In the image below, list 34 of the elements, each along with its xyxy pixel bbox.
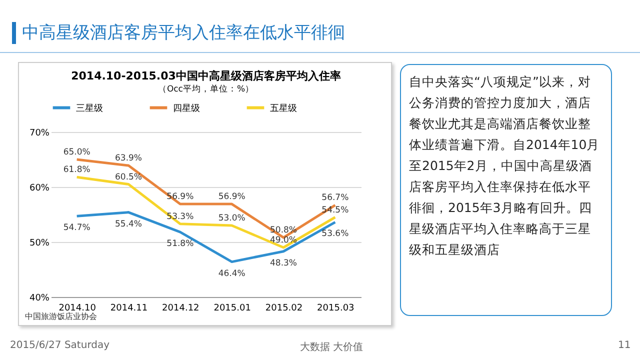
data-label: 60.5% xyxy=(114,172,142,182)
text: 自中央落实“八项规定”以来，对公务消费的管控力度加大，酒店餐饮业尤其是高端酒店餐饮业整体业绩普遍下滑。自2014年10月至2015年2月，中国中高星级酒店客房平均入住率保持在低水平徘徊，2015年3月略有回升。四星级酒店平均入住率略高于三星级和五星级酒店 xyxy=(409,74,600,257)
y-tick-label: 40% xyxy=(29,294,50,304)
x-tick-label: 2014.11 xyxy=(110,304,148,314)
x-tick-label: 2014.12 xyxy=(162,304,200,314)
legend-label: 三星级 xyxy=(76,102,103,114)
text: 中国旅游饭店业协会 xyxy=(25,311,97,322)
data-label: 61.8% xyxy=(63,165,90,176)
x-tick-label: 2015.02 xyxy=(265,304,303,314)
data-label: 63.9% xyxy=(114,154,142,164)
y-tick-label: 70% xyxy=(29,128,50,138)
y-tick-label: 60% xyxy=(29,184,50,194)
x-tick-label: 2015.03 xyxy=(317,304,354,314)
text: 大数据 大价值 xyxy=(300,340,364,354)
text: （Occ平均，单位：%） xyxy=(158,84,254,94)
data-label: 53.6% xyxy=(322,229,349,240)
data-label: 48.3% xyxy=(270,258,298,268)
chart-subtitle: 2014.10-2015.03中国中高星级酒店客房平均入住率 xyxy=(71,70,341,82)
data-label: 46.4% xyxy=(218,268,246,279)
legend-label: 五星级 xyxy=(270,102,297,114)
data-label: 55.4% xyxy=(114,219,142,230)
legend-label: 四星级 xyxy=(173,102,200,114)
chart-title: 中高星级酒店客房平均入住率在低水平徘徊 xyxy=(12,22,345,44)
data-label: 56.7% xyxy=(322,193,349,204)
data-label: 65.0% xyxy=(63,148,90,158)
data-label: 54.7% xyxy=(63,223,90,234)
data-label: 56.9% xyxy=(218,192,246,202)
data-label: 51.8% xyxy=(166,239,194,250)
text: 2015/6/27 Saturday xyxy=(10,340,110,351)
x-tick-label: 2015.01 xyxy=(214,304,251,314)
x-tick-label: 2014.10 xyxy=(58,304,96,314)
y-tick-label: 50% xyxy=(29,238,50,248)
text: 11 xyxy=(618,340,631,351)
data-label: 53.0% xyxy=(218,214,246,224)
